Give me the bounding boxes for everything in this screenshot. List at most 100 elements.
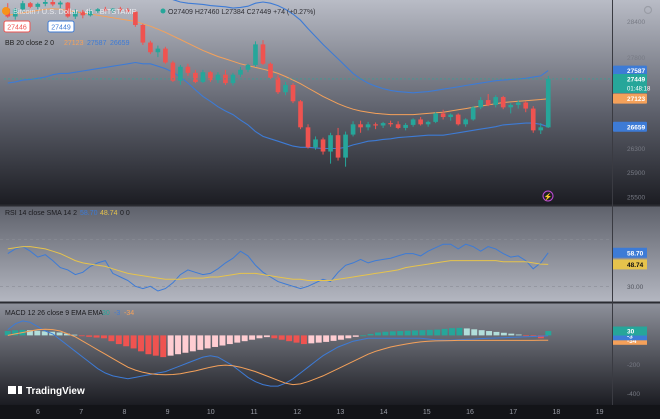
candle-body[interactable] — [118, 8, 123, 10]
macd-histogram-bar[interactable] — [463, 328, 470, 336]
macd-histogram-bar[interactable] — [234, 335, 241, 343]
candle-body[interactable] — [373, 124, 378, 126]
macd-legend-label[interactable]: MACD 12 26 close 9 EMA EMA — [5, 310, 103, 317]
candle-body[interactable] — [133, 11, 138, 26]
candle-body[interactable] — [140, 25, 146, 43]
candle-body[interactable] — [388, 123, 393, 125]
candle-body[interactable] — [103, 9, 108, 11]
candle-body[interactable] — [320, 139, 326, 152]
macd-histogram-bar[interactable] — [300, 335, 307, 345]
candle-body[interactable] — [208, 72, 213, 81]
macd-histogram-bar[interactable] — [78, 335, 85, 337]
macd-histogram-bar[interactable] — [419, 330, 426, 336]
macd-histogram-bar[interactable] — [4, 331, 11, 336]
macd-histogram-bar[interactable] — [175, 335, 181, 355]
candle-body[interactable] — [215, 74, 221, 81]
macd-histogram-bar[interactable] — [167, 335, 174, 356]
macd-histogram-bar[interactable] — [367, 333, 374, 336]
candle-body[interactable] — [88, 11, 93, 16]
candle-body[interactable] — [185, 66, 191, 73]
candle-body[interactable] — [260, 44, 266, 64]
candle-body[interactable] — [538, 127, 544, 131]
macd-histogram-bar[interactable] — [256, 335, 263, 339]
symbol-title[interactable]: Bitcoin / U.S. Dollar · 4h · BITSTAMP — [13, 7, 137, 16]
candle-body[interactable] — [80, 11, 86, 16]
candle-body[interactable] — [57, 2, 63, 5]
alert-bolt-icon[interactable] — [542, 190, 554, 202]
bb-legend[interactable]: BB 20 close 2 0 — [5, 40, 54, 47]
candle-body[interactable] — [403, 124, 408, 128]
macd-histogram-bar[interactable] — [71, 334, 78, 336]
macd-histogram-bar[interactable] — [434, 329, 441, 336]
candle-body[interactable] — [395, 124, 401, 128]
candle-body[interactable] — [42, 2, 48, 4]
candle-body[interactable] — [440, 113, 446, 118]
candle-body[interactable] — [253, 44, 258, 65]
macd-histogram-bar[interactable] — [263, 335, 270, 338]
candle-body[interactable] — [268, 63, 273, 78]
candle-body[interactable] — [65, 2, 71, 17]
candle-body[interactable] — [485, 100, 491, 105]
candle-body[interactable] — [380, 123, 386, 126]
candle-body[interactable] — [110, 8, 116, 11]
candle-body[interactable] — [50, 2, 56, 5]
macd-histogram-bar[interactable] — [182, 335, 189, 353]
macd-histogram-bar[interactable] — [160, 335, 167, 358]
rsi-legend-label[interactable]: RSI 14 close SMA 14 2 — [5, 210, 77, 217]
macd-histogram-bar[interactable] — [271, 335, 278, 339]
macd-histogram-bar[interactable] — [412, 330, 418, 336]
macd-histogram-bar[interactable] — [382, 331, 389, 336]
macd-histogram-bar[interactable] — [56, 332, 63, 336]
price-axis-marker[interactable] — [613, 65, 647, 76]
candle-body[interactable] — [298, 101, 303, 128]
candle-body[interactable] — [545, 78, 551, 128]
candle-body[interactable] — [170, 62, 176, 81]
macd-histogram-bar[interactable] — [397, 331, 404, 336]
candle-body[interactable] — [290, 84, 296, 102]
candle-body[interactable] — [27, 3, 33, 7]
candle-body[interactable] — [455, 114, 461, 125]
macd-histogram-bar[interactable] — [93, 335, 100, 338]
macd-histogram-bar[interactable] — [130, 335, 137, 349]
macd-histogram-bar[interactable] — [197, 335, 204, 350]
candle-body[interactable] — [313, 139, 318, 148]
candle-body[interactable] — [530, 108, 536, 131]
macd-histogram-bar[interactable] — [123, 335, 130, 347]
candle-body[interactable] — [410, 119, 416, 125]
macd-histogram-bar[interactable] — [101, 335, 107, 339]
macd-histogram-bar[interactable] — [212, 335, 219, 347]
candle-body[interactable] — [178, 66, 183, 81]
candle-body[interactable] — [305, 127, 311, 148]
price-pane[interactable] — [0, 0, 660, 205]
rsi-sma-axis-marker[interactable] — [613, 259, 647, 270]
macd-histogram-bar[interactable] — [523, 335, 530, 337]
macd-histogram-bar[interactable] — [219, 335, 226, 346]
candle-body[interactable] — [523, 102, 529, 109]
macd-histogram-bar[interactable] — [471, 329, 478, 336]
macd-histogram-bar[interactable] — [500, 332, 507, 336]
candle-body[interactable] — [470, 107, 476, 120]
macd-histogram-bar[interactable] — [456, 327, 463, 336]
macd-axis-marker[interactable] — [613, 331, 647, 341]
candle-body[interactable] — [448, 114, 453, 118]
price-axis-marker[interactable] — [613, 93, 647, 104]
macd-histogram-bar[interactable] — [323, 335, 330, 342]
candle-body[interactable] — [35, 3, 41, 7]
candle-body[interactable] — [418, 119, 423, 125]
candle-body[interactable] — [515, 102, 521, 105]
settings-gear-icon[interactable] — [643, 5, 653, 15]
candle-body[interactable] — [365, 124, 371, 128]
candle-body[interactable] — [20, 3, 26, 10]
candle-body[interactable] — [283, 84, 288, 93]
candle-body[interactable] — [12, 9, 18, 17]
buy-price-box[interactable] — [47, 20, 75, 33]
macd-histogram-bar[interactable] — [108, 335, 115, 342]
macd-histogram-bar[interactable] — [404, 330, 411, 336]
sell-price-box[interactable] — [3, 20, 31, 33]
macd-histogram-bar[interactable] — [138, 335, 144, 352]
macd-histogram-bar[interactable] — [360, 335, 367, 337]
macd-histogram-bar[interactable] — [375, 332, 381, 336]
macd-histogram-bar[interactable] — [337, 335, 344, 340]
macd-histogram-bar[interactable] — [204, 335, 211, 349]
rsi-pane[interactable] — [0, 206, 660, 302]
